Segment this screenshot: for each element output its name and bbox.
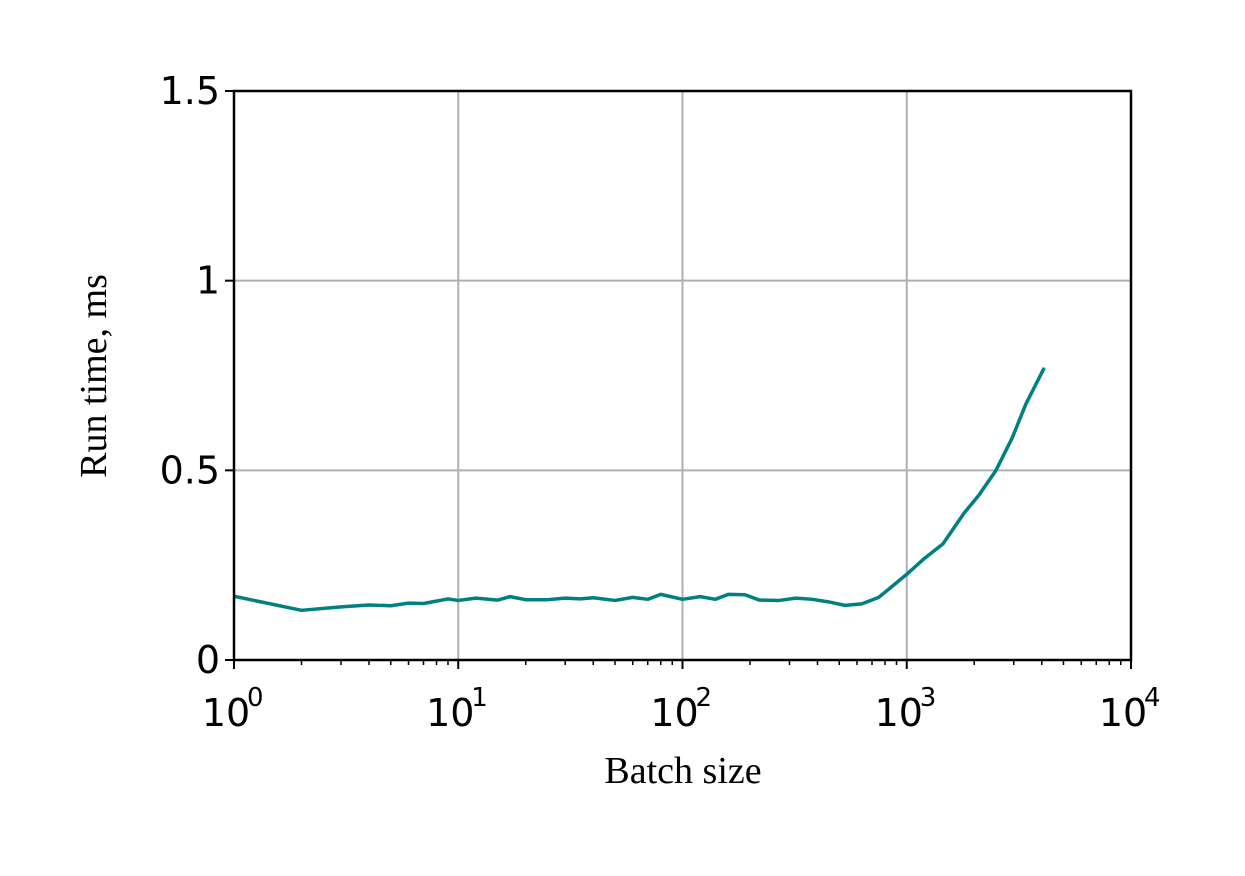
- grid: [233, 90, 1132, 661]
- data-point: [447, 598, 449, 600]
- data-point: [390, 605, 392, 607]
- data-point: [744, 594, 746, 596]
- data-point: [546, 599, 549, 601]
- series-layer: [233, 367, 1046, 613]
- x-tick-label: 10: [426, 691, 474, 735]
- data-point: [795, 597, 797, 599]
- data-point: [475, 597, 477, 599]
- data-point: [497, 599, 499, 601]
- data-point: [963, 512, 965, 514]
- x-tick-exponent: 4: [1144, 683, 1161, 713]
- data-point: [1025, 403, 1027, 405]
- data-point: [978, 494, 980, 496]
- data-point: [942, 543, 944, 545]
- y-tick-label: 1: [196, 259, 220, 303]
- data-point: [906, 573, 908, 575]
- data-point: [778, 599, 780, 602]
- data-point: [699, 596, 701, 598]
- x-tick-label: 10: [875, 691, 923, 735]
- x-tick-label: 10: [1099, 691, 1147, 735]
- x-tick-exponent: 2: [696, 683, 713, 713]
- data-point: [525, 599, 527, 601]
- data-point: [579, 598, 581, 600]
- x-tick-exponent: 3: [920, 683, 937, 713]
- data-point: [407, 602, 410, 604]
- data-point: [1011, 437, 1013, 439]
- data-point: [509, 596, 511, 598]
- data-point: [368, 604, 370, 606]
- data-point: [714, 598, 716, 600]
- data-point: [422, 602, 425, 605]
- x-tick-label: 10: [650, 691, 698, 735]
- data-point: [995, 469, 997, 471]
- data-point: [923, 557, 926, 559]
- x-tick-exponent: 0: [247, 683, 264, 713]
- x-tick-label: 10: [202, 691, 250, 735]
- series-line: [233, 367, 1046, 613]
- data-point: [564, 597, 566, 599]
- data-point: [861, 603, 863, 605]
- y-tick-label: 1.5: [160, 69, 220, 113]
- data-point: [647, 598, 649, 600]
- data-point: [660, 593, 662, 595]
- data-point: [457, 599, 459, 602]
- data-point: [811, 598, 814, 600]
- data-point: [758, 599, 760, 601]
- y-tick-label: 0: [196, 638, 220, 682]
- data-point: [300, 609, 303, 611]
- data-point: [844, 604, 846, 606]
- x-tick-exponent: 1: [471, 683, 488, 713]
- data-point: [340, 606, 342, 608]
- data-point: [632, 596, 634, 599]
- data-point: [878, 596, 880, 599]
- y-axis-label: Run time, ms: [73, 274, 115, 478]
- data-point: [681, 598, 684, 600]
- x-axis-label: Batch size: [604, 750, 761, 792]
- data-point: [1043, 367, 1045, 369]
- data-point: [828, 601, 830, 603]
- y-tick-label: 0.5: [160, 448, 220, 492]
- data-point: [614, 599, 616, 602]
- data-point: [727, 593, 729, 595]
- data-point: [592, 597, 594, 599]
